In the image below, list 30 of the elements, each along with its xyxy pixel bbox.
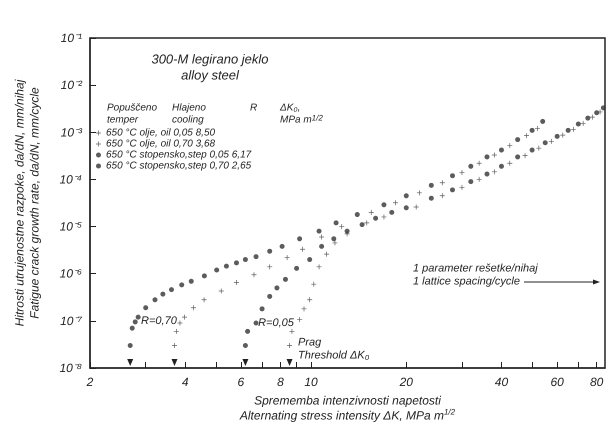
annotation: R (250, 102, 258, 114)
y-axis-title: Hitrosti utrujenostne razpoke, da/dN, mm/nihaj Fatigue crack growth rate, da/dN, mm/cycle (12, 79, 42, 326)
y-tick-label: 10⁻³ (60, 125, 84, 140)
legend-label: 650 °C olje, oil 0,05 8,50 (106, 128, 216, 138)
x-tick-label: 60 (550, 375, 564, 389)
legend-label: 650 °C stopensko,step 0,70 2,65 (106, 160, 252, 172)
x-tick-label: 40 (494, 375, 508, 389)
y-tick-label: 10⁻⁷ (60, 314, 82, 328)
y-tick-label: 10⁻² (60, 78, 84, 92)
x-tick-label: 8 (277, 375, 284, 389)
x-tick-label: 6 (238, 375, 245, 389)
x-tick-label: 4 (182, 375, 189, 389)
y-tick-label: 10⁻⁴ (59, 172, 82, 186)
y-tick-label: 10⁻⁵ (60, 220, 82, 234)
x-tick-label: 20 (398, 375, 414, 389)
x-tick-label: 10 (304, 375, 318, 389)
text: 300-M legirano jeklo alloy steel (151, 52, 269, 82)
annotation: Prag Threshold ΔK₀ (298, 336, 370, 362)
y-tick-label: 10⁻⁶ (60, 266, 82, 281)
x-tick-label: 80 (590, 375, 604, 389)
annotation: Hlajeno cooling (172, 102, 206, 126)
x-tick-label: 2 (86, 375, 94, 389)
legend-label: 650 °C olje, oil 0,70 3,68 (106, 138, 216, 150)
annotation: R=0,70 (141, 314, 178, 327)
annotation: R=0,05 (258, 317, 295, 330)
legend-label: 650 °C stopensko,step 0,05 6,17 (106, 150, 252, 160)
annotation: 1 parameter rešetke/nihaj 1 lattice spacing/cycle (413, 262, 538, 288)
y-tick-label: 10⁻¹ (60, 31, 82, 45)
y-tick-label: 10⁻⁸ (59, 361, 82, 375)
annotation: Popuščeno temper (107, 102, 158, 126)
